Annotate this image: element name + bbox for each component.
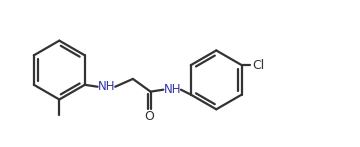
Text: Cl: Cl <box>252 59 265 72</box>
Text: O: O <box>145 110 154 123</box>
Text: NH: NH <box>163 83 181 96</box>
Text: NH: NH <box>98 80 115 93</box>
